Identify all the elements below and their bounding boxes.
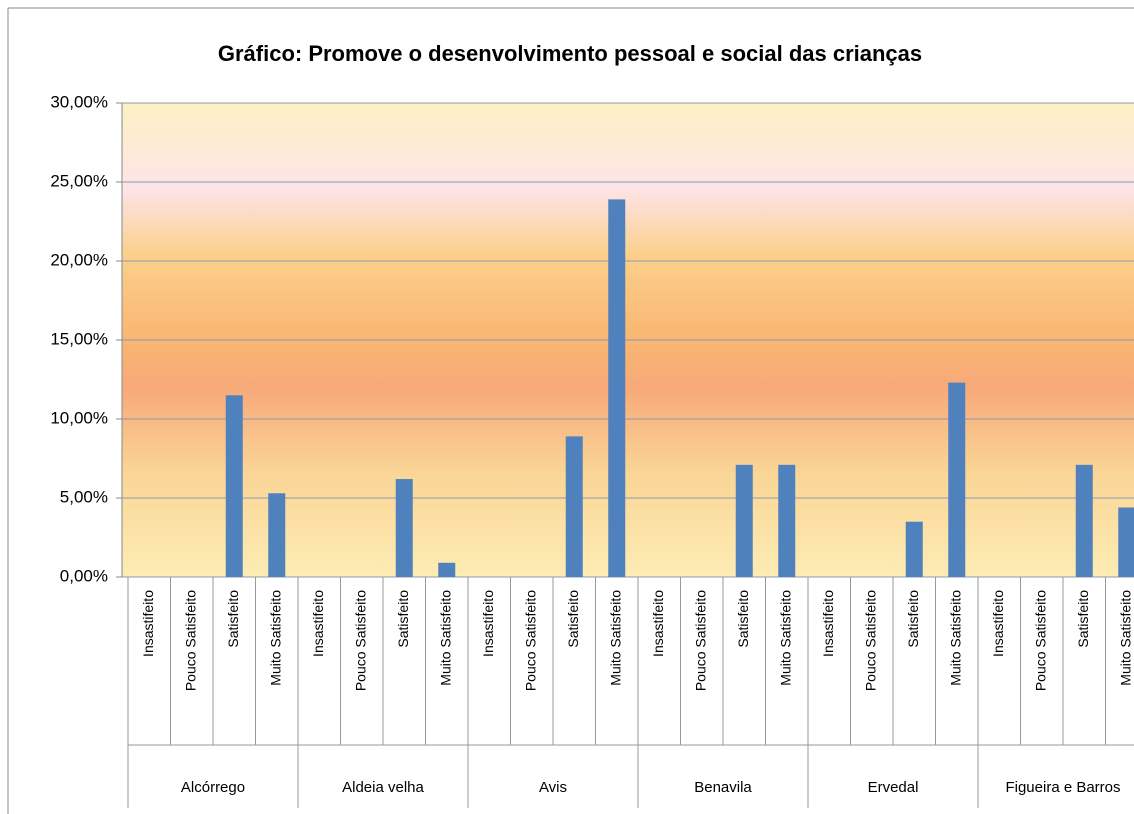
y-tick-label: 0,00% bbox=[60, 566, 108, 585]
bar bbox=[225, 395, 243, 577]
y-tick-label: 15,00% bbox=[50, 329, 108, 348]
chart-title: Gráfico: Promove o desenvolvimento pesso… bbox=[218, 41, 922, 66]
x-tick-label: Pouco Satisfeito bbox=[1032, 590, 1048, 691]
bar bbox=[395, 479, 413, 577]
x-tick-label: Satisfeito bbox=[905, 590, 921, 648]
x-tick-label: Insastifeito bbox=[820, 590, 836, 657]
x-tick-label: Insastifeito bbox=[310, 590, 326, 657]
bar bbox=[778, 464, 796, 577]
x-tick-label: Muito Satisfeito bbox=[1117, 590, 1133, 686]
x-tick-label: Muito Satisfeito bbox=[267, 590, 283, 686]
group-label: Alcórrego bbox=[181, 779, 245, 796]
x-tick-label: Insastifeito bbox=[990, 590, 1006, 657]
bar bbox=[905, 521, 923, 577]
bar bbox=[438, 562, 456, 577]
bar bbox=[1075, 464, 1093, 577]
x-tick-label: Satisfeito bbox=[1075, 590, 1091, 648]
x-tick-label: Muito Satisfeito bbox=[607, 590, 623, 686]
x-tick-label: Satisfeito bbox=[565, 590, 581, 648]
x-tick-label: Satisfeito bbox=[735, 590, 751, 648]
y-tick-label: 10,00% bbox=[50, 408, 108, 427]
x-tick-label: Insastifeito bbox=[480, 590, 496, 657]
group-label: Aldeia velha bbox=[342, 779, 424, 796]
y-tick-label: 20,00% bbox=[50, 250, 108, 269]
x-tick-label: Satisfeito bbox=[395, 590, 411, 648]
y-tick-label: 30,00% bbox=[50, 92, 108, 111]
y-tick-label: 5,00% bbox=[60, 487, 108, 506]
bar bbox=[735, 464, 753, 577]
x-tick-label: Muito Satisfeito bbox=[947, 590, 963, 686]
x-tick-label: Pouco Satisfeito bbox=[522, 590, 538, 691]
group-label: Figueira e Barros bbox=[1005, 779, 1120, 796]
x-tick-label: Insastifeito bbox=[650, 590, 666, 657]
x-tick-label: Muito Satisfeito bbox=[777, 590, 793, 686]
bar bbox=[565, 436, 583, 577]
x-tick-label: Pouco Satisfeito bbox=[692, 590, 708, 691]
x-tick-label: Pouco Satisfeito bbox=[182, 590, 198, 691]
x-tick-label: Pouco Satisfeito bbox=[352, 590, 368, 691]
bar bbox=[948, 382, 966, 577]
bar bbox=[268, 493, 286, 577]
bar bbox=[608, 199, 626, 577]
group-label: Benavila bbox=[694, 779, 752, 796]
x-tick-label: Insastifeito bbox=[140, 590, 156, 657]
bar bbox=[1118, 507, 1134, 577]
x-tick-label: Muito Satisfeito bbox=[437, 590, 453, 686]
group-label: Avis bbox=[539, 779, 567, 796]
x-tick-label: Satisfeito bbox=[225, 590, 241, 648]
y-tick-label: 25,00% bbox=[50, 171, 108, 190]
x-tick-label: Pouco Satisfeito bbox=[862, 590, 878, 691]
group-label: Ervedal bbox=[868, 779, 919, 796]
